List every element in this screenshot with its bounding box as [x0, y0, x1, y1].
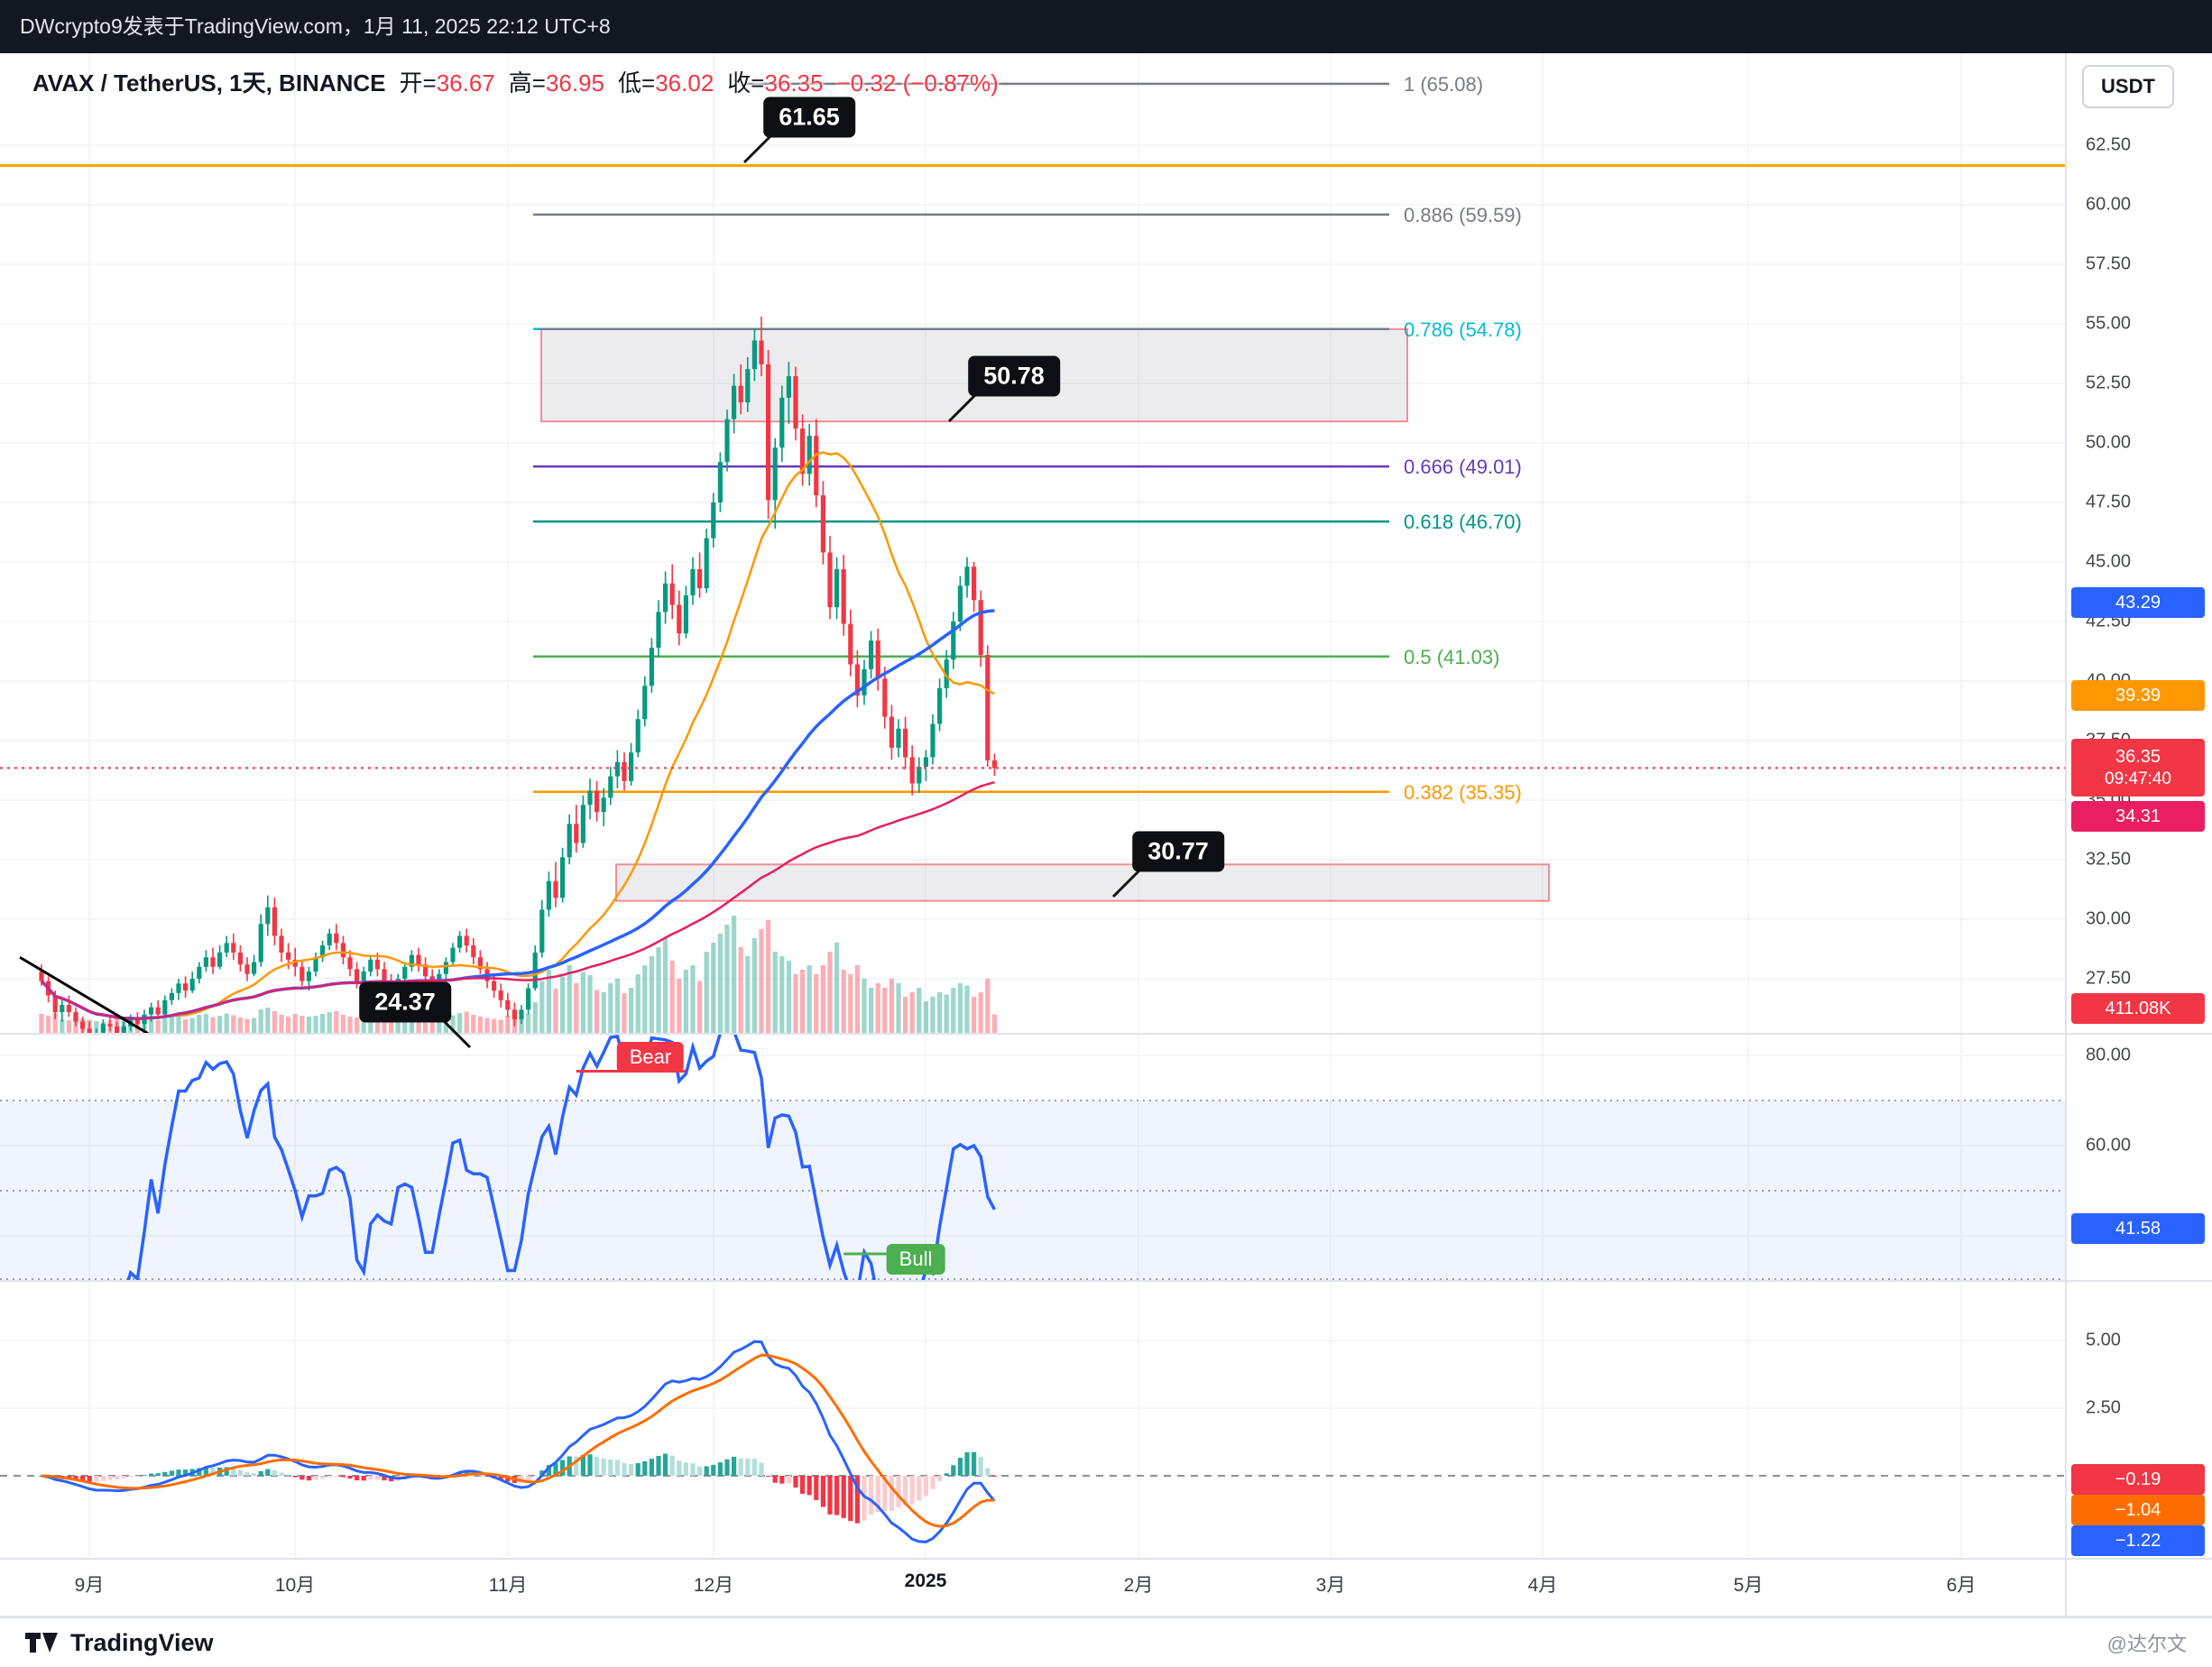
- macd-badge: −0.19: [2071, 1464, 2205, 1495]
- author-watermark[interactable]: @达尔文: [2106, 1633, 2187, 1655]
- price-axis-label: 47.50: [2086, 492, 2132, 512]
- price-axis-label: 52.50: [2086, 373, 2132, 393]
- ohlc-field-0: 开=36.67: [399, 69, 495, 97]
- tradingview-brand-text: TradingView: [70, 1628, 214, 1656]
- price-callout-24.37[interactable]: 24.37: [359, 981, 451, 1023]
- ohlc-field-2: 低=36.02: [618, 69, 714, 97]
- fib-level-label[interactable]: 0.618 (46.70): [1404, 511, 1522, 533]
- fib-level-label[interactable]: 0.886 (59.59): [1404, 204, 1522, 226]
- footer-bar: TradingView @达尔文: [0, 1616, 2212, 1667]
- price-badge: 34.31: [2071, 801, 2205, 833]
- ma-line: [40, 609, 995, 1020]
- macd-badge: −1.22: [2071, 1525, 2205, 1556]
- tradingview-logo-icon: [25, 1628, 60, 1657]
- fib-level-label[interactable]: 0.666 (49.01): [1404, 456, 1522, 478]
- bear-label[interactable]: Bear: [616, 1042, 685, 1073]
- callout-tail: [1111, 866, 1144, 898]
- time-axis-label[interactable]: 2025: [904, 1570, 947, 1591]
- price-axis-label: 57.50: [2086, 253, 2132, 274]
- oscillator-axis-label: 80.00: [2086, 1045, 2132, 1065]
- price-badge: 411.08K: [2071, 993, 2205, 1024]
- time-axis-label[interactable]: 11月: [488, 1575, 528, 1596]
- ohlc-field-1: 高=36.95: [508, 69, 605, 97]
- macd-axis-label: 5.00: [2086, 1330, 2121, 1350]
- price-callout-30.77[interactable]: 30.77: [1132, 831, 1224, 872]
- bull-label[interactable]: Bull: [886, 1244, 945, 1275]
- macd-axis-label: 2.50: [2086, 1397, 2121, 1418]
- supply-demand-box[interactable]: [615, 863, 1550, 902]
- price-axis-label: 60.00: [2086, 194, 2132, 215]
- price-axis-label: 32.50: [2086, 849, 2132, 870]
- callout-tail: [742, 132, 775, 164]
- time-axis-label[interactable]: 5月: [1733, 1575, 1764, 1596]
- price-axis-label: 50.00: [2086, 432, 2132, 453]
- fib-level-label[interactable]: 1 (65.08): [1404, 73, 1483, 96]
- time-axis-label[interactable]: 10月: [274, 1575, 316, 1596]
- price-axis-label: 45.00: [2086, 551, 2132, 572]
- symbol-title: AVAX / TetherUS, 1天, BINANCE: [32, 69, 386, 97]
- oscillator-badge: 41.58: [2071, 1213, 2205, 1245]
- currency-toggle-button[interactable]: USDT: [2082, 65, 2174, 108]
- share-header-text: DWcrypto9发表于TradingView.com，1月 11, 2025 …: [20, 14, 611, 38]
- time-axis-label[interactable]: 9月: [74, 1575, 105, 1596]
- time-axis-label[interactable]: 3月: [1315, 1575, 1346, 1596]
- oscillator-axis-label: 60.00: [2086, 1135, 2132, 1156]
- callout-tail: [439, 1017, 472, 1049]
- time-axis-label[interactable]: 2月: [1123, 1575, 1154, 1596]
- macd-plot: [39, 1340, 997, 1543]
- time-axis-label[interactable]: 12月: [693, 1575, 734, 1596]
- trendline[interactable]: [19, 955, 149, 1034]
- time-axis-label[interactable]: 6月: [1946, 1575, 1977, 1596]
- oscillator-band: [0, 1101, 2066, 1281]
- volume-bars: [39, 916, 997, 1033]
- ma-line: [41, 451, 995, 1020]
- candlestick-series: [19, 317, 997, 1034]
- price-axis-label: 55.00: [2086, 313, 2132, 334]
- symbol-ohlc-readout: AVAX / TetherUS, 1天, BINANCE 开=36.67 高=36.…: [32, 65, 999, 98]
- price-badge: 39.39: [2071, 680, 2205, 712]
- fib-level-label[interactable]: 0.5 (41.03): [1404, 646, 1499, 668]
- share-header: DWcrypto9发表于TradingView.com，1月 11, 2025 …: [0, 0, 2212, 53]
- price-callout-61.65[interactable]: 61.65: [763, 97, 855, 138]
- price-callout-50.78[interactable]: 50.78: [968, 355, 1060, 397]
- price-axis-label: 27.50: [2086, 968, 2132, 989]
- fib-level-label[interactable]: 0.382 (35.35): [1404, 781, 1522, 804]
- time-axis-label[interactable]: 4月: [1527, 1575, 1558, 1596]
- callout-tail: [947, 391, 980, 423]
- ma-line: [41, 780, 995, 1020]
- price-axis-label: 62.50: [2086, 134, 2132, 155]
- macd-badge: −1.04: [2071, 1495, 2205, 1525]
- change-readout: −0.32 (−0.87%): [836, 69, 999, 97]
- price-badge: 43.29: [2071, 587, 2205, 619]
- ohlc-field-3: 收=36.35: [727, 69, 824, 97]
- fib-level-label[interactable]: 0.786 (54.78): [1404, 318, 1522, 341]
- tradingview-brand[interactable]: TradingView: [25, 1628, 214, 1657]
- price-badge: 36.35 09:47:40: [2071, 739, 2205, 797]
- price-axis-label: 30.00: [2086, 908, 2132, 929]
